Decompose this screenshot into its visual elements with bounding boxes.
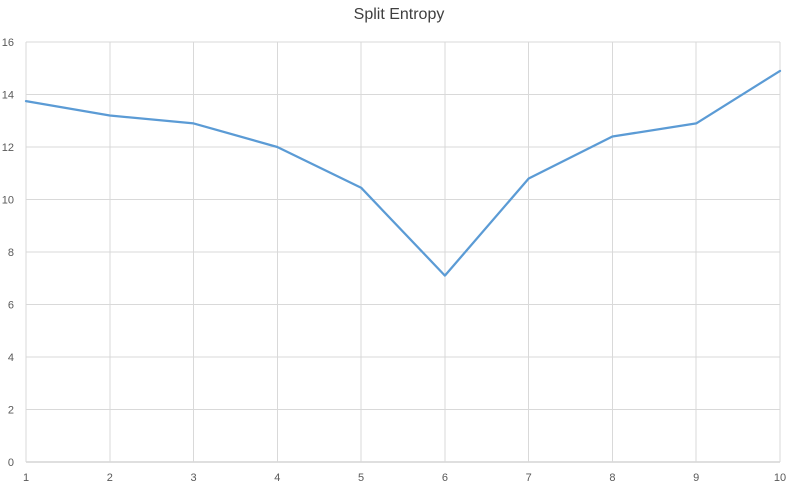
- data-point: [109, 115, 111, 117]
- x-tick-label: 7: [526, 472, 532, 484]
- data-point: [695, 122, 697, 124]
- y-tick-label: 6: [8, 300, 14, 312]
- data-point: [193, 122, 195, 124]
- grid-lines: [25, 41, 781, 463]
- y-tick-label: 4: [8, 352, 14, 364]
- y-tick-label: 16: [2, 37, 14, 49]
- data-point: [611, 136, 613, 138]
- data-point: [276, 146, 278, 148]
- x-tick-label: 10: [774, 472, 786, 484]
- series-line: [24, 69, 782, 277]
- x-tick-label: 2: [107, 472, 113, 484]
- data-point: [25, 100, 27, 102]
- x-tick-label: 6: [442, 472, 448, 484]
- y-tick-label: 12: [2, 142, 14, 154]
- x-tick-label: 1: [23, 472, 29, 484]
- y-tick-label: 0: [8, 457, 14, 469]
- x-tick-label: 3: [190, 472, 196, 484]
- y-tick-label: 10: [2, 195, 14, 207]
- x-tick-label: 4: [274, 472, 280, 484]
- chart-title: Split Entropy: [353, 6, 445, 23]
- data-point: [528, 178, 530, 180]
- y-tick-label: 2: [8, 405, 14, 417]
- data-point: [779, 70, 781, 72]
- x-tick-label: 5: [358, 472, 364, 484]
- data-point: [444, 275, 446, 277]
- y-tick-label: 14: [2, 90, 14, 102]
- data-series: [24, 69, 782, 277]
- x-tick-label: 9: [693, 472, 699, 484]
- data-point: [360, 187, 362, 189]
- x-tick-label: 8: [609, 472, 615, 484]
- y-tick-label: 8: [8, 247, 14, 259]
